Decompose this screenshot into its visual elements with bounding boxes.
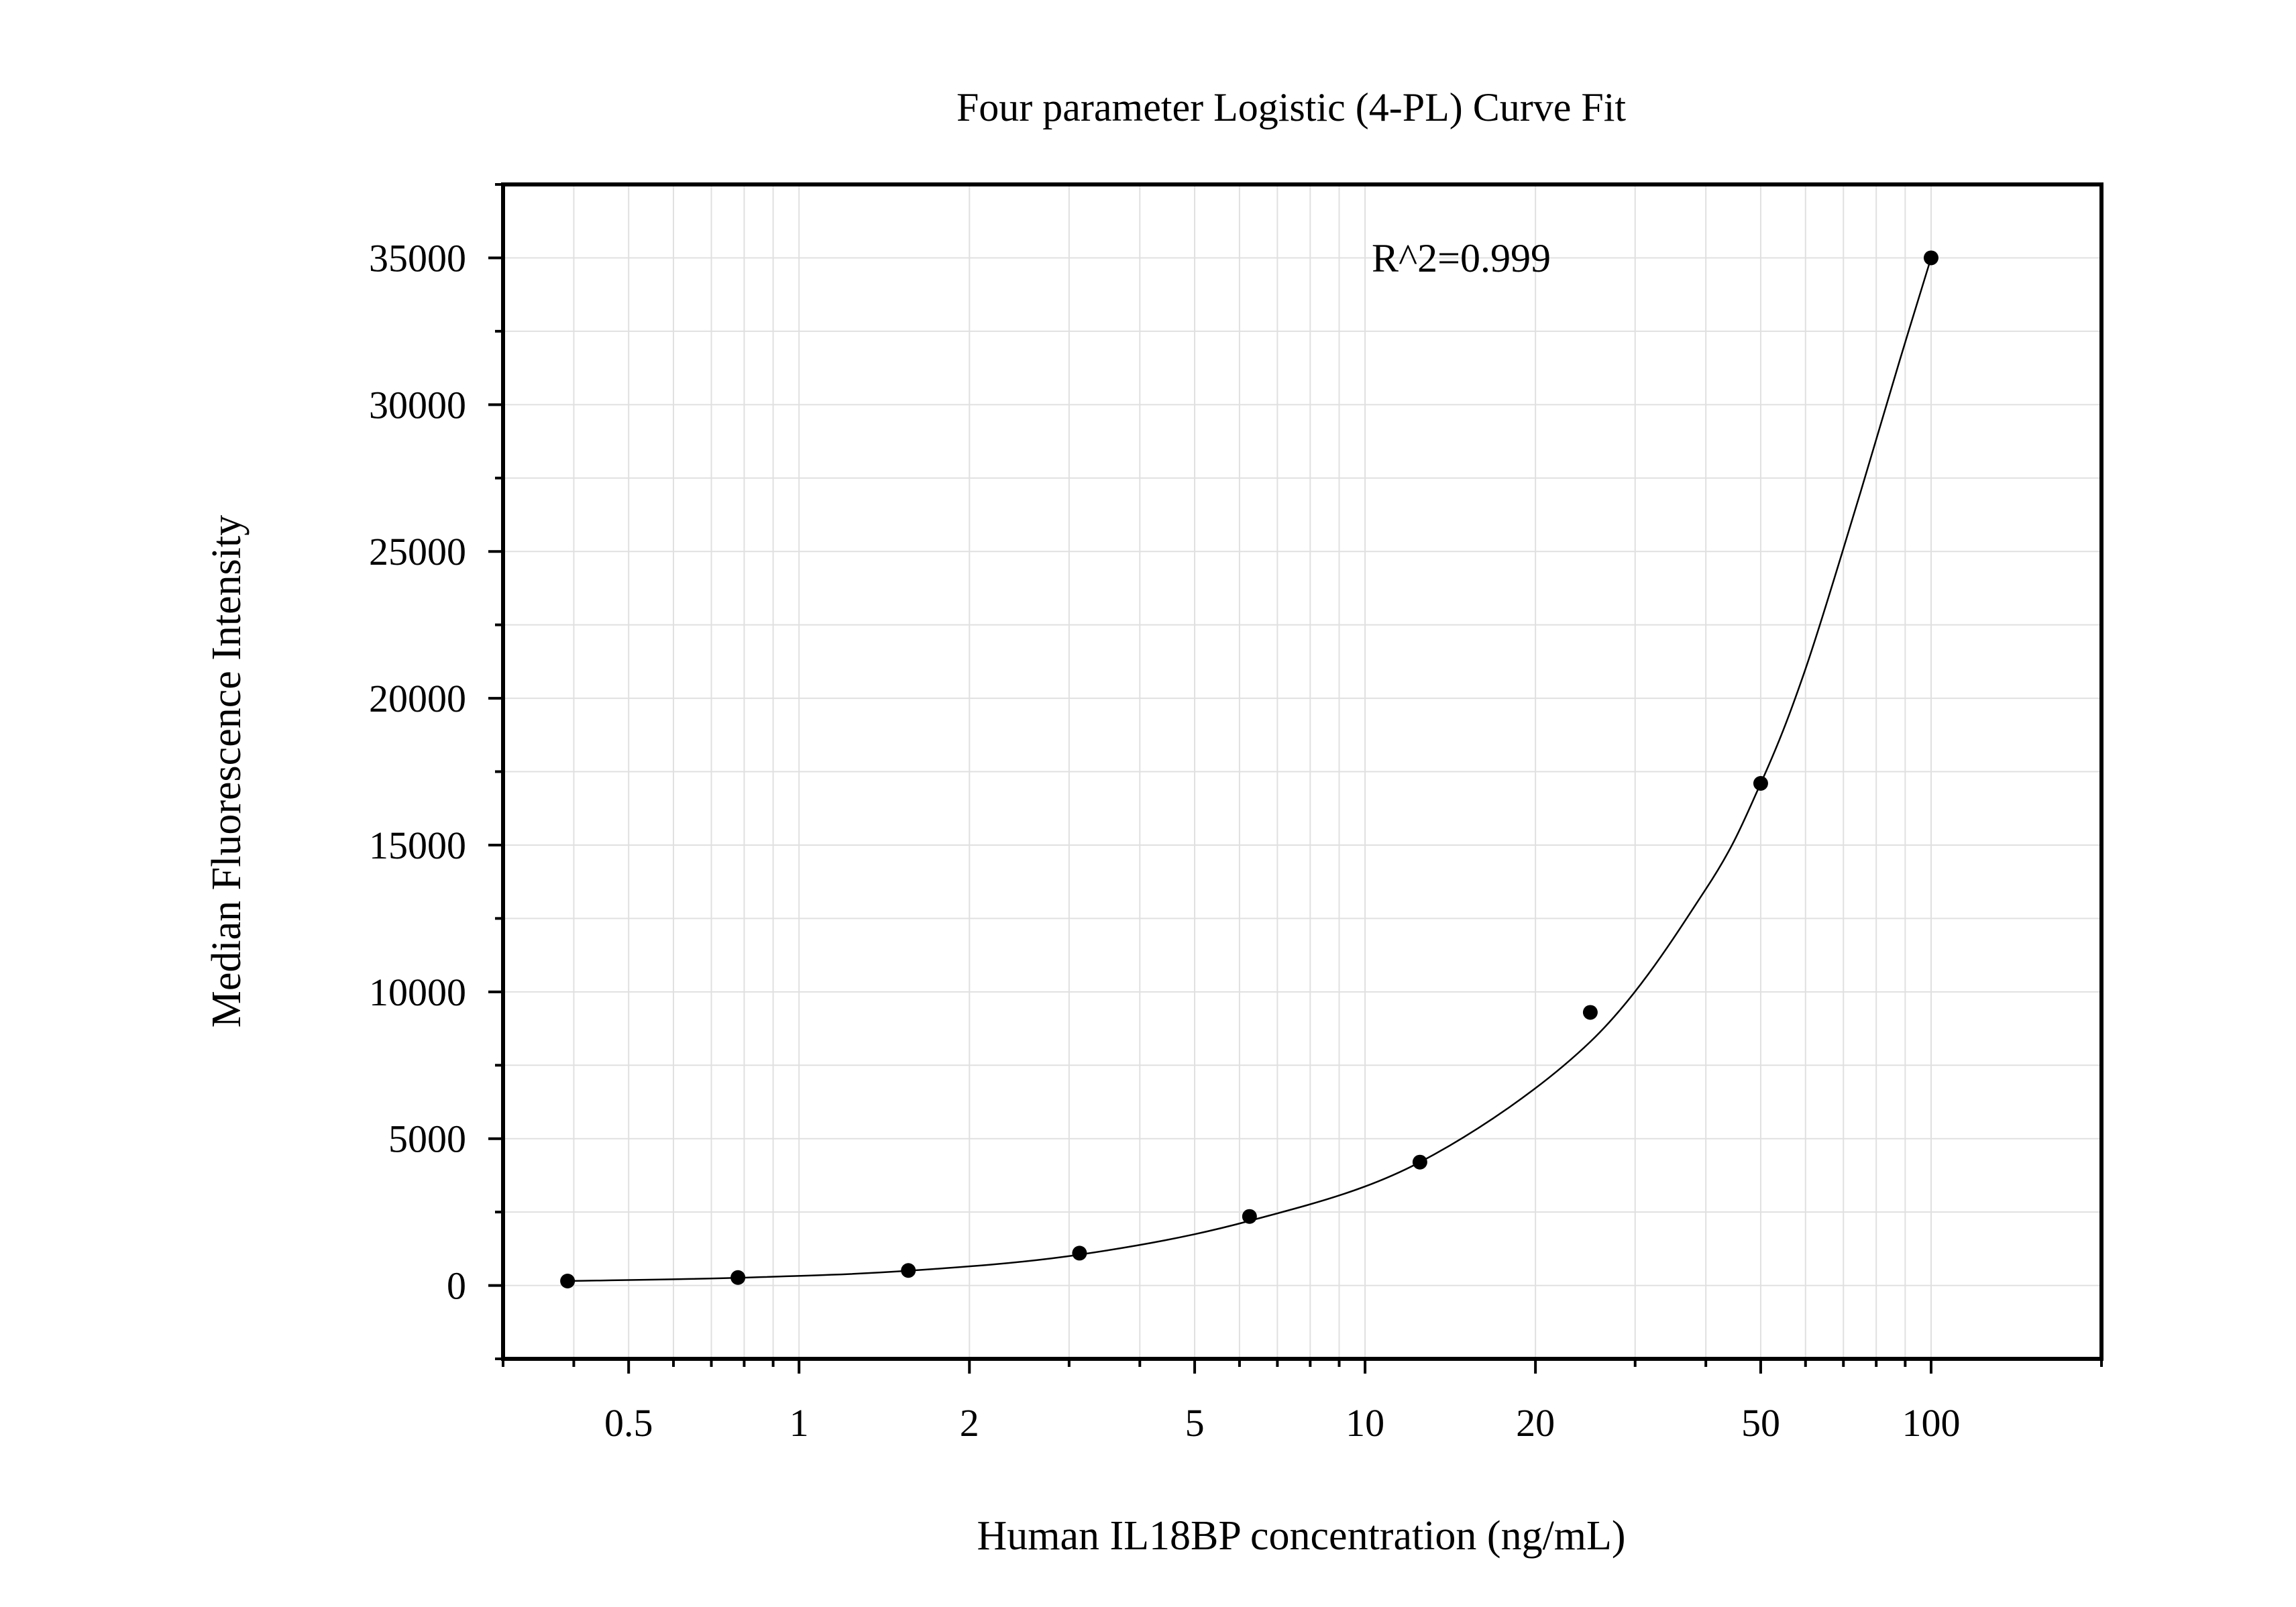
x-tick-label: 100 (1902, 1401, 1960, 1445)
x-tick-label: 0.5 (604, 1401, 653, 1445)
data-point (901, 1263, 916, 1278)
y-tick-label: 15000 (369, 824, 466, 867)
x-axis-ticks: 0.5 1 2 5 10 20 50 100 (502, 1359, 2103, 1445)
x-tick-label: 10 (1346, 1401, 1384, 1445)
data-points (560, 250, 1938, 1288)
y-tick-label: 35000 (369, 236, 466, 280)
y-tick-label: 5000 (388, 1117, 466, 1161)
gridlines (502, 184, 2102, 1360)
y-tick-label: 20000 (369, 677, 466, 720)
data-point (1412, 1154, 1427, 1170)
chart-title: Four parameter Logistic (4-PL) Curve Fit (956, 85, 1626, 129)
data-point (730, 1270, 746, 1285)
x-tick-label: 2 (960, 1401, 979, 1445)
data-point (560, 1273, 576, 1288)
y-axis-ticks: 0 5000 10000 15000 20000 25000 30000 35000 (369, 183, 503, 1360)
fit-curve (567, 258, 1932, 1282)
y-tick-label: 10000 (369, 971, 466, 1014)
data-point (1072, 1245, 1087, 1261)
x-tick-label: 5 (1185, 1401, 1205, 1445)
data-point (1923, 250, 1938, 266)
x-tick-label: 50 (1741, 1401, 1780, 1445)
x-tick-label: 1 (789, 1401, 809, 1445)
x-tick-label: 20 (1516, 1401, 1555, 1445)
y-axis-label: Median Fluorescence Intensity (204, 515, 250, 1028)
x-axis-label: Human IL18BP concentration (ng/mL) (977, 1513, 1625, 1559)
data-point (1582, 1005, 1598, 1020)
r-squared-annotation: R^2=0.999 (1372, 236, 1551, 280)
data-point (1753, 776, 1768, 791)
y-tick-label: 30000 (369, 383, 466, 427)
y-tick-label: 25000 (369, 530, 466, 573)
data-point (1242, 1209, 1257, 1224)
y-tick-label: 0 (447, 1264, 466, 1308)
fit-curve-layer (567, 258, 1932, 1282)
